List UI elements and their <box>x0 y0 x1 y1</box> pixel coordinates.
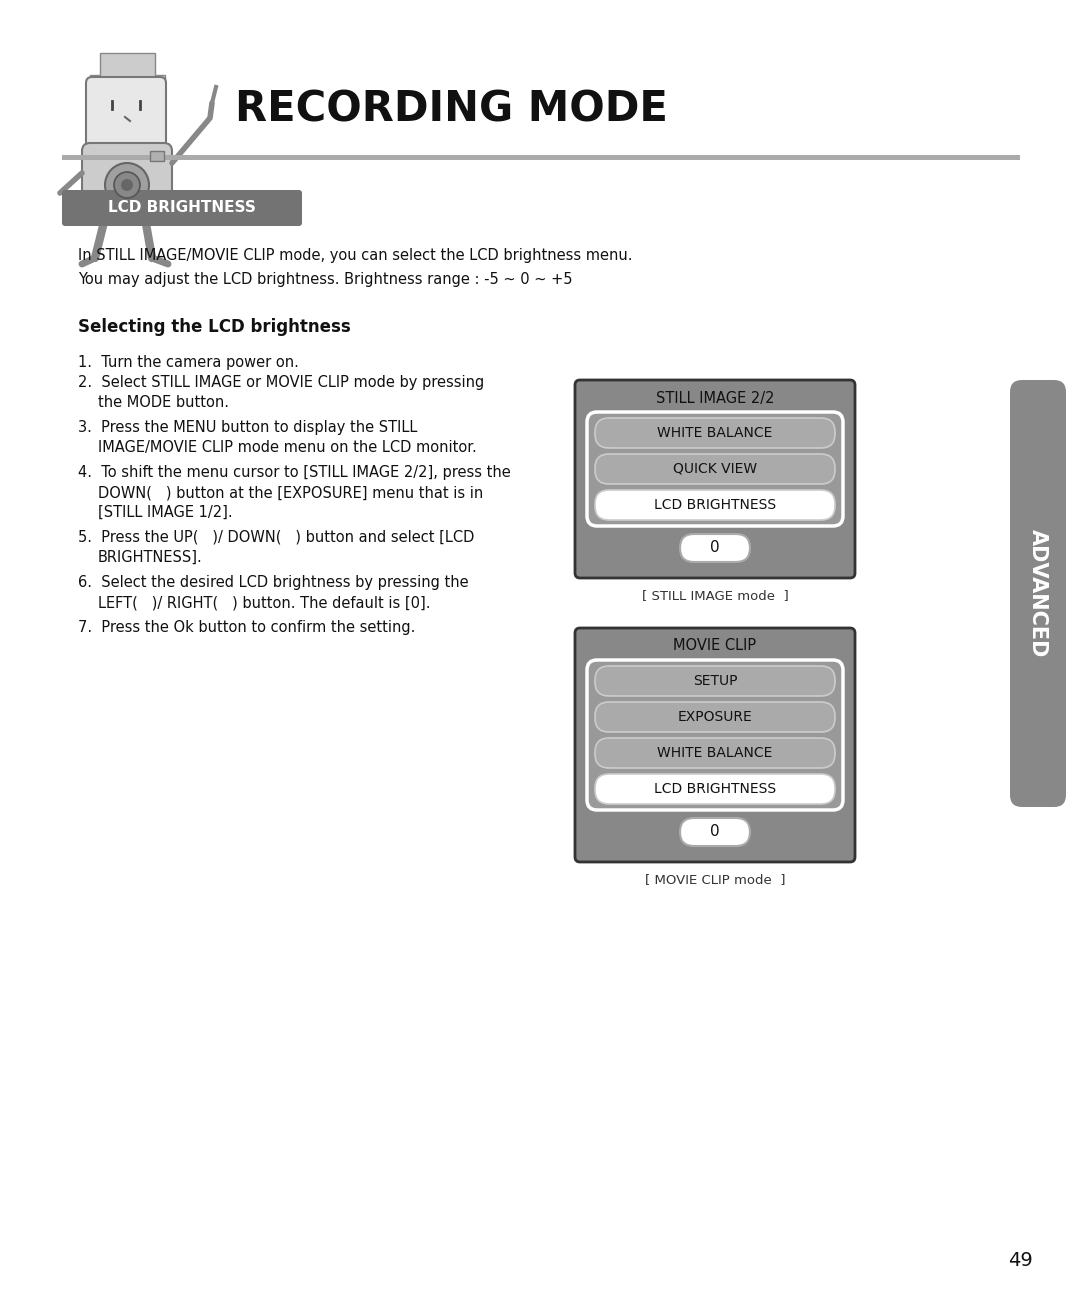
Bar <box>150 152 164 161</box>
Text: BRIGHTNESS].: BRIGHTNESS]. <box>98 550 203 565</box>
FancyBboxPatch shape <box>575 628 855 862</box>
FancyBboxPatch shape <box>595 490 835 521</box>
Bar <box>90 75 165 83</box>
Text: 3.  Press the MENU button to display the STILL: 3. Press the MENU button to display the … <box>78 420 417 435</box>
Text: [ MOVIE CLIP mode  ]: [ MOVIE CLIP mode ] <box>645 874 785 887</box>
Text: 6.  Select the desired LCD brightness by pressing the: 6. Select the desired LCD brightness by … <box>78 575 469 591</box>
Text: 49: 49 <box>1008 1251 1032 1269</box>
Text: EXPOSURE: EXPOSURE <box>677 710 753 724</box>
FancyBboxPatch shape <box>62 190 302 227</box>
Text: STILL IMAGE 2/2: STILL IMAGE 2/2 <box>656 391 774 405</box>
Text: 7.  Press the Ok button to confirm the setting.: 7. Press the Ok button to confirm the se… <box>78 620 416 635</box>
Text: MOVIE CLIP: MOVIE CLIP <box>674 638 757 654</box>
Text: SETUP: SETUP <box>692 673 738 688</box>
Text: LCD BRIGHTNESS: LCD BRIGHTNESS <box>653 499 777 512</box>
Text: QUICK VIEW: QUICK VIEW <box>673 462 757 477</box>
Text: You may adjust the LCD brightness. Brightness range : -5 ~ 0 ~ +5: You may adjust the LCD brightness. Brigh… <box>78 272 572 287</box>
Text: LCD BRIGHTNESS: LCD BRIGHTNESS <box>108 201 256 215</box>
FancyBboxPatch shape <box>595 774 835 804</box>
Text: DOWN(   ) button at the [EXPOSURE] menu that is in: DOWN( ) button at the [EXPOSURE] menu th… <box>98 486 483 500</box>
Text: 0: 0 <box>711 540 719 556</box>
Bar <box>100 53 156 78</box>
FancyBboxPatch shape <box>680 818 750 846</box>
FancyBboxPatch shape <box>575 379 855 578</box>
Circle shape <box>121 179 133 190</box>
FancyBboxPatch shape <box>595 418 835 448</box>
Circle shape <box>114 172 140 198</box>
FancyBboxPatch shape <box>595 455 835 484</box>
FancyBboxPatch shape <box>86 76 166 148</box>
Text: In STILL IMAGE/MOVIE CLIP mode, you can select the LCD brightness menu.: In STILL IMAGE/MOVIE CLIP mode, you can … <box>78 249 633 263</box>
Text: 2.  Select STILL IMAGE or MOVIE CLIP mode by pressing: 2. Select STILL IMAGE or MOVIE CLIP mode… <box>78 376 484 390</box>
FancyBboxPatch shape <box>588 412 843 526</box>
Text: ADVANCED: ADVANCED <box>1028 530 1048 658</box>
Text: LCD BRIGHTNESS: LCD BRIGHTNESS <box>653 782 777 796</box>
FancyBboxPatch shape <box>595 738 835 768</box>
Text: IMAGE/MOVIE CLIP mode menu on the LCD monitor.: IMAGE/MOVIE CLIP mode menu on the LCD mo… <box>98 440 476 455</box>
Text: WHITE BALANCE: WHITE BALANCE <box>658 426 772 440</box>
Text: Selecting the LCD brightness: Selecting the LCD brightness <box>78 319 351 335</box>
Text: RECORDING MODE: RECORDING MODE <box>235 89 667 131</box>
Text: 1.  Turn the camera power on.: 1. Turn the camera power on. <box>78 355 299 370</box>
Text: [ STILL IMAGE mode  ]: [ STILL IMAGE mode ] <box>642 589 788 602</box>
FancyBboxPatch shape <box>1010 379 1066 807</box>
Text: 4.  To shift the menu cursor to [STILL IMAGE 2/2], press the: 4. To shift the menu cursor to [STILL IM… <box>78 465 511 480</box>
Text: [STILL IMAGE 1/2].: [STILL IMAGE 1/2]. <box>98 505 232 521</box>
Text: the MODE button.: the MODE button. <box>98 395 229 411</box>
FancyBboxPatch shape <box>82 142 172 218</box>
Text: LEFT(   )/ RIGHT(   ) button. The default is [0].: LEFT( )/ RIGHT( ) button. The default is… <box>98 594 431 610</box>
Bar <box>62 155 1020 161</box>
Text: 0: 0 <box>711 825 719 839</box>
FancyBboxPatch shape <box>588 660 843 809</box>
FancyBboxPatch shape <box>595 666 835 695</box>
FancyBboxPatch shape <box>680 534 750 562</box>
Text: WHITE BALANCE: WHITE BALANCE <box>658 746 772 760</box>
Text: 5.  Press the UP(   )/ DOWN(   ) button and select [LCD: 5. Press the UP( )/ DOWN( ) button and s… <box>78 530 474 545</box>
FancyBboxPatch shape <box>595 702 835 732</box>
Circle shape <box>105 163 149 207</box>
